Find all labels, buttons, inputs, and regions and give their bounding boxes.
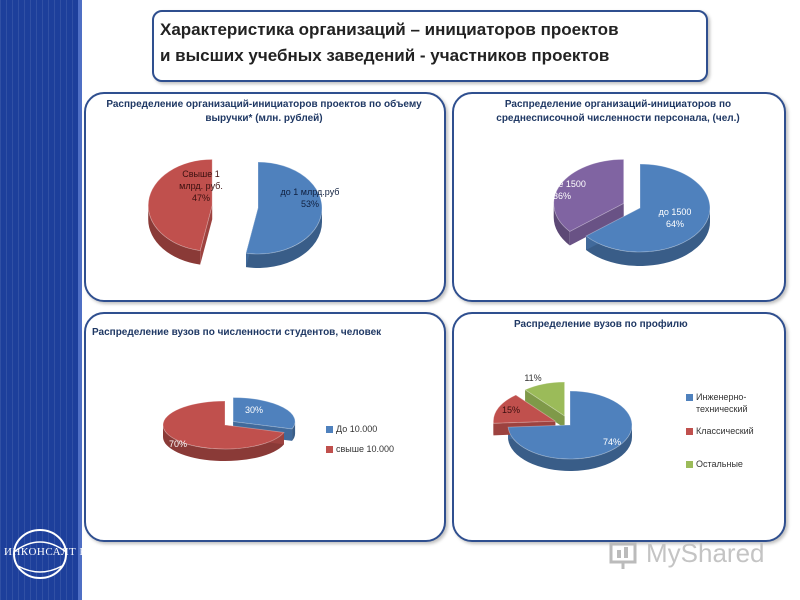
legend-label-profile-0: Инженерно- технический [696,392,748,414]
legend-swatch-profile-0 [686,394,693,401]
legend-label-students-1: свыше 10.000 [336,444,395,454]
legend-swatch-profile-1 [686,428,693,435]
page-title-line2: и высших учебных заведений - участников … [160,46,610,65]
pie4-slice-label-0: 74% [602,437,621,447]
page-title-line1: Характеристика организаций – инициаторов… [160,20,619,39]
pie4-slice-label-1: 15% [501,405,520,415]
legend-swatch-students-1 [326,446,333,453]
title-box: Характеристика организаций – инициаторов… [152,10,708,82]
legend-label-profile-2: Остальные [696,459,743,469]
watermark-text: MyShared [646,538,765,568]
legend-label-profile-1: Классический [696,426,754,436]
pie4-slice-label-2: 11% [524,373,542,383]
chart-title-staff: Распределение организаций-инициаторов по… [496,99,740,124]
company-logo-icon [13,529,67,579]
chart-panel-students [84,312,446,542]
sidebar-pattern [0,0,82,600]
pie3-slice-label-1: 70% [168,439,187,449]
legend-label-students-0: До 10.000 [336,424,378,434]
pie2-slice-label-1: более 1500 36% [538,179,586,201]
company-logo-text: ИНКОНСАЛТ К [4,546,88,558]
legend-swatch-profile-2 [686,461,693,468]
presentation-icon [609,542,637,569]
pie2-slice-label-0: до 1500 64% [658,207,692,229]
pie1-slice-label-0: до 1 млрд.руб 53% [280,187,340,209]
watermark: MyShared [608,538,768,574]
pie1-slice-label-1: Свыше 1 млрд. руб. 47% [179,169,223,203]
sidebar-stripe [78,0,82,600]
chart-title-revenue: Распределение организаций-инициаторов пр… [106,99,422,124]
chart-title-profile: Распределение вузов по профилю [514,319,688,330]
pie3-slice-label-0: 30% [244,405,263,415]
sidebar-background [0,0,82,600]
chart-title-students: Распределение вузов по численности студе… [92,327,382,338]
legend-swatch-students-0 [326,426,333,433]
